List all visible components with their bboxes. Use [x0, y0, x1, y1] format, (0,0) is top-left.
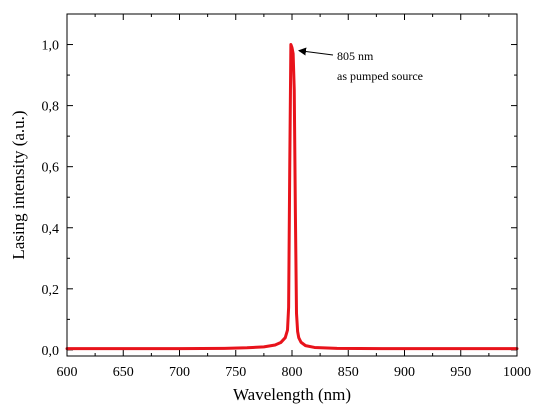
y-tick-label: 0,6	[42, 161, 60, 176]
plot-frame	[66, 13, 518, 357]
x-tick-label: 650	[113, 365, 134, 380]
annotation-text: 805 nm	[337, 49, 374, 63]
y-tick-label: 0,4	[42, 222, 60, 237]
y-tick-label: 0,0	[42, 344, 60, 359]
x-tick-label: 1000	[503, 365, 531, 380]
x-axis-title: Wavelength (nm)	[233, 385, 351, 404]
tick-labels: 600 650 700 750 800 850 900 950 1000 0,0 0,2 0,4 0,6…	[42, 39, 532, 380]
x-tick-label: 600	[57, 365, 78, 380]
x-tick-label: 700	[169, 365, 190, 380]
x-tick-label: 900	[394, 365, 415, 380]
x-tick-label: 850	[338, 365, 359, 380]
annotation-arrow	[298, 47, 334, 56]
annotation: 805 nm as pumped source	[298, 47, 423, 83]
y-tick-label: 0,2	[42, 283, 60, 298]
x-tick-label: 950	[450, 365, 471, 380]
x-tick-label: 800	[282, 365, 303, 380]
y-tick-label: 1,0	[42, 39, 60, 54]
x-tick-label: 750	[225, 365, 246, 380]
plot-data	[65, 43, 519, 351]
y-tick-label: 0,8	[42, 100, 60, 115]
annotation-text: as pumped source	[337, 69, 423, 83]
y-axis-title: Lasing intensity (a.u.)	[9, 110, 28, 259]
series-line	[65, 43, 519, 351]
